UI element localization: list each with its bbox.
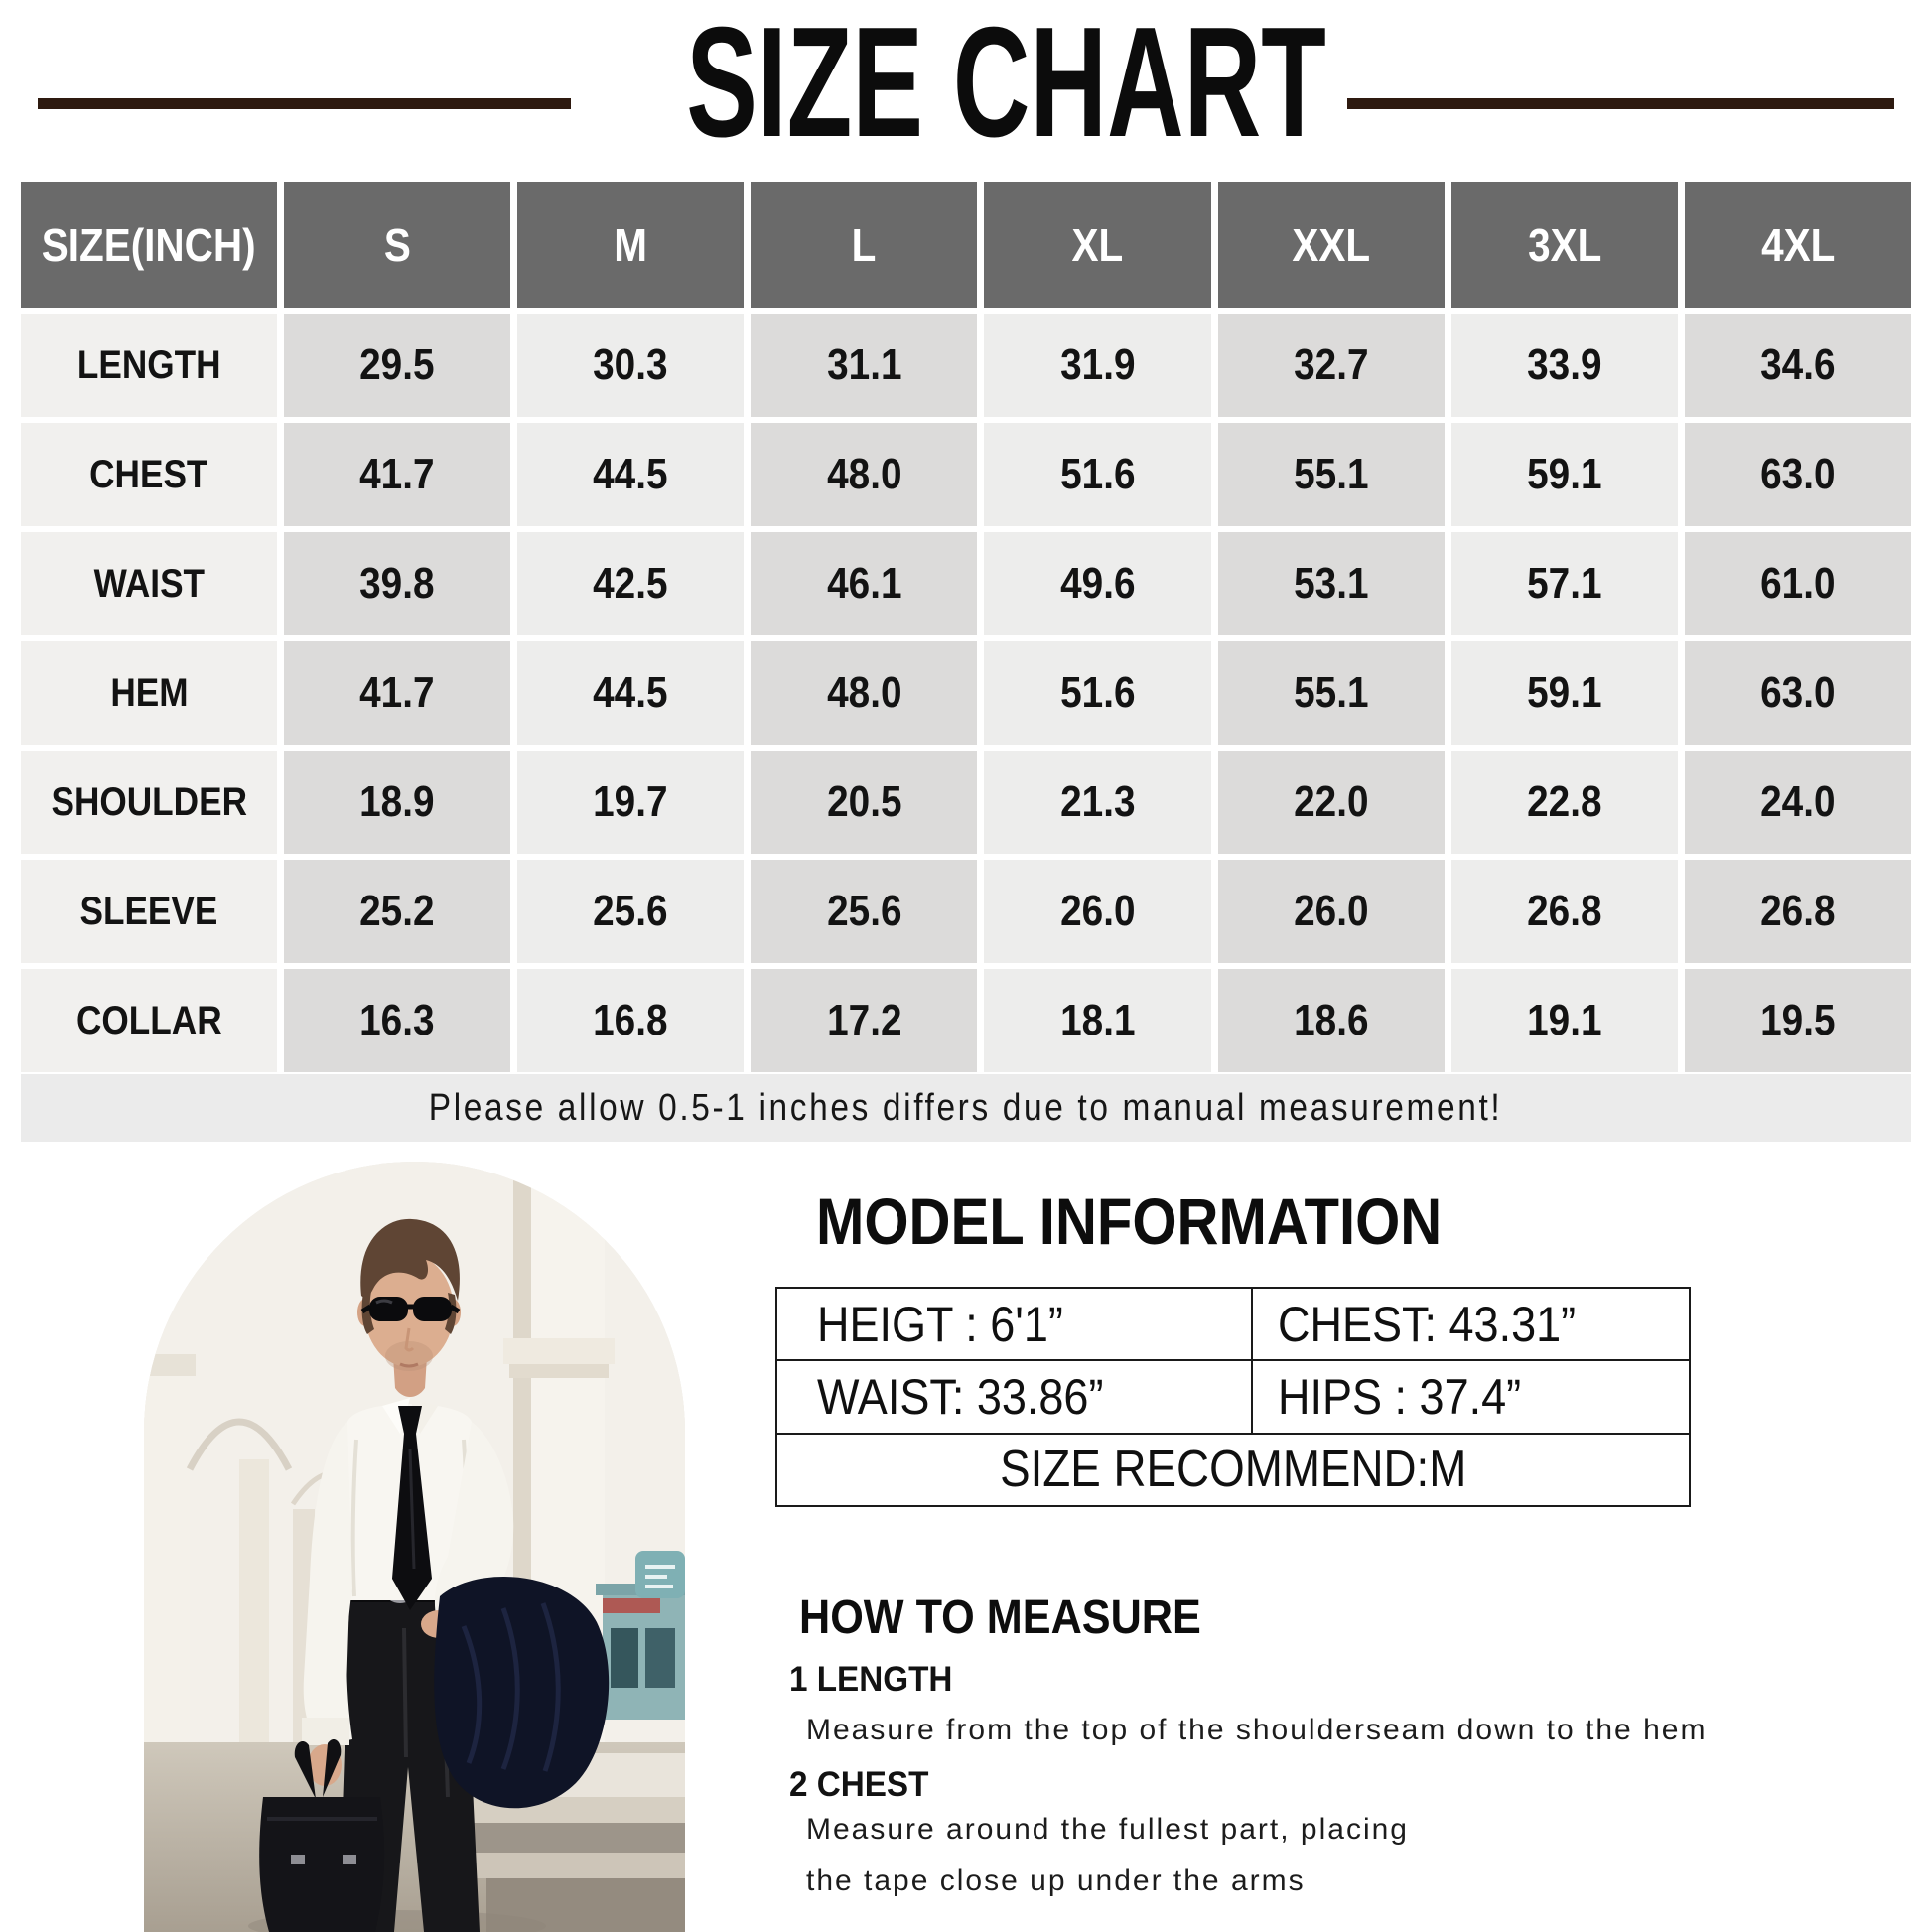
size-table-value: 18.9 [284, 751, 511, 854]
size-table-value: 48.0 [751, 641, 978, 745]
size-recommend-value: SIZE RECOMMEND:M [999, 1441, 1467, 1499]
page-title: SIZE CHART [686, 0, 1326, 170]
size-table-value: 21.3 [984, 751, 1211, 854]
size-table-unit-header: SIZE(INCH) [21, 182, 277, 308]
model-waist-value: WAIST: 33.86” [817, 1368, 1104, 1425]
size-table-row-label-collar: COLLAR [21, 969, 277, 1072]
size-table-value: 49.6 [984, 532, 1211, 635]
size-table-value: 26.8 [1684, 860, 1911, 963]
step-2-label: 2 CHEST [789, 1765, 929, 1804]
size-table-value: 20.5 [751, 751, 978, 854]
size-table-value: 33.9 [1450, 314, 1678, 417]
size-table-row-label-waist: WAIST [21, 532, 277, 635]
title-rule-right [1347, 98, 1894, 109]
size-table-value: 16.8 [517, 969, 745, 1072]
size-table-value: 59.1 [1450, 423, 1678, 526]
size-table-value: 51.6 [984, 641, 1211, 745]
model-chest-cell: CHEST: 43.31” [1253, 1289, 1689, 1359]
size-table-value: 25.6 [751, 860, 978, 963]
size-table-col-header-s: S [284, 182, 511, 308]
size-table-value: 30.3 [517, 314, 745, 417]
measurement-note: Please allow 0.5-1 inches differs due to… [21, 1074, 1911, 1142]
size-table-row-label-shoulder: SHOULDER [21, 751, 277, 854]
size-table-value: 31.1 [751, 314, 978, 417]
title-rule-left [38, 98, 571, 109]
size-table-value: 61.0 [1684, 532, 1911, 635]
size-table-col-header-m: M [517, 182, 745, 308]
size-table-value: 26.0 [1217, 860, 1445, 963]
size-table-value: 25.6 [517, 860, 745, 963]
size-table-value: 25.2 [284, 860, 511, 963]
measurement-note-text: Please allow 0.5-1 inches differs due to… [429, 1086, 1503, 1129]
model-height-value: HEIGT : 6'1” [817, 1296, 1063, 1352]
size-table-row-label-length: LENGTH [21, 314, 277, 417]
size-table-value: 55.1 [1217, 641, 1445, 745]
model-info-row: HEIGT : 6'1” CHEST: 43.31” [777, 1289, 1689, 1362]
size-table-value: 41.7 [284, 641, 511, 745]
size-table-value: 17.2 [751, 969, 978, 1072]
size-table-value: 26.0 [984, 860, 1211, 963]
size-table-value: 63.0 [1684, 423, 1911, 526]
step-1-label: 1 LENGTH [789, 1660, 953, 1699]
model-waist-cell: WAIST: 33.86” [777, 1361, 1253, 1433]
size-table-value: 19.5 [1684, 969, 1911, 1072]
size-table-col-header-xl: XL [984, 182, 1211, 308]
model-photo [144, 1162, 685, 1932]
size-table-row-label-sleeve: SLEEVE [21, 860, 277, 963]
size-table-value: 48.0 [751, 423, 978, 526]
size-table-col-header-3xl: 3XL [1450, 182, 1678, 308]
how-to-measure-title: HOW TO MEASURE [799, 1591, 1201, 1644]
size-table-value: 42.5 [517, 532, 745, 635]
model-photo-illustration [144, 1162, 685, 1932]
size-table-value: 19.1 [1450, 969, 1678, 1072]
step-1-text: Measure from the top of the shoulderseam… [806, 1714, 1708, 1746]
size-table-value: 55.1 [1217, 423, 1445, 526]
size-table-col-header-xxl: XXL [1217, 182, 1445, 308]
model-info-title: MODEL INFORMATION [816, 1184, 1443, 1258]
model-info-row: SIZE RECOMMEND:M [777, 1435, 1689, 1505]
size-table-value: 24.0 [1684, 751, 1911, 854]
size-table-value: 19.7 [517, 751, 745, 854]
model-info-table: HEIGT : 6'1” CHEST: 43.31” WAIST: 33.86”… [775, 1287, 1691, 1507]
size-table-value: 18.1 [984, 969, 1211, 1072]
size-table-col-header-l: L [751, 182, 978, 308]
size-table-value: 34.6 [1684, 314, 1911, 417]
size-table-value: 57.1 [1450, 532, 1678, 635]
model-hips-value: HIPS : 37.4” [1278, 1368, 1522, 1425]
size-table-value: 46.1 [751, 532, 978, 635]
model-chest-value: CHEST: 43.31” [1278, 1296, 1577, 1352]
size-table-value: 53.1 [1217, 532, 1445, 635]
step-2-text-line-1: Measure around the fullest part, placing [806, 1813, 1409, 1846]
size-table-value: 16.3 [284, 969, 511, 1072]
size-table-row-label-hem: HEM [21, 641, 277, 745]
size-table-row-label-chest: CHEST [21, 423, 277, 526]
size-table-value: 31.9 [984, 314, 1211, 417]
size-recommend-cell: SIZE RECOMMEND:M [777, 1435, 1689, 1505]
size-table-value: 32.7 [1217, 314, 1445, 417]
size-table-value: 51.6 [984, 423, 1211, 526]
size-table-value: 59.1 [1450, 641, 1678, 745]
size-table-value: 26.8 [1450, 860, 1678, 963]
size-table-value: 22.8 [1450, 751, 1678, 854]
size-chart-table: SIZE(INCH) S M L XL XXL 3XL 4XL LENGTH 29.5 30.3 31… [21, 182, 1911, 1072]
size-table-value: 39.8 [284, 532, 511, 635]
size-table-value: 29.5 [284, 314, 511, 417]
size-table-value: 63.0 [1684, 641, 1911, 745]
model-hips-cell: HIPS : 37.4” [1253, 1361, 1689, 1432]
size-table-value: 44.5 [517, 641, 745, 745]
size-table-value: 18.6 [1217, 969, 1445, 1072]
size-table-value: 44.5 [517, 423, 745, 526]
step-2-text-line-2: the tape close up under the arms [806, 1864, 1306, 1897]
model-info-row: WAIST: 33.86” HIPS : 37.4” [777, 1361, 1689, 1435]
size-table-value: 41.7 [284, 423, 511, 526]
size-table-value: 22.0 [1217, 751, 1445, 854]
model-height-cell: HEIGT : 6'1” [777, 1289, 1253, 1360]
size-table-col-header-4xl: 4XL [1684, 182, 1911, 308]
